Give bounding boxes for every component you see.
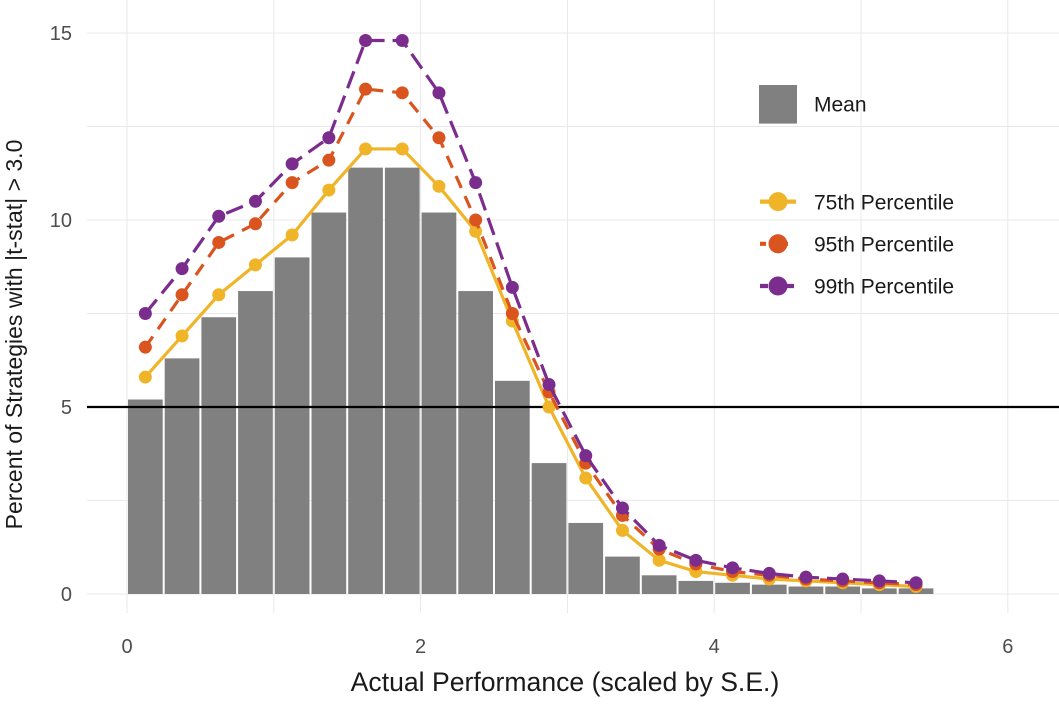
svg-text:0: 0: [61, 584, 72, 606]
svg-text:75th Percentile: 75th Percentile: [814, 191, 954, 214]
svg-text:0: 0: [121, 636, 132, 658]
svg-text:15: 15: [50, 23, 72, 45]
svg-text:Actual Performance (scaled by: Actual Performance (scaled by S.E.): [351, 667, 780, 697]
svg-text:2: 2: [415, 636, 426, 658]
svg-text:10: 10: [50, 210, 72, 232]
svg-text:5: 5: [61, 397, 72, 419]
svg-text:95th Percentile: 95th Percentile: [814, 234, 954, 257]
svg-text:4: 4: [709, 636, 720, 658]
svg-text:Percent of Strategies with |t-: Percent of Strategies with |t-stat| > 3.…: [1, 140, 27, 530]
svg-text:Mean: Mean: [814, 94, 867, 117]
svg-text:99th Percentile: 99th Percentile: [814, 276, 954, 299]
svg-text:6: 6: [1002, 636, 1013, 658]
